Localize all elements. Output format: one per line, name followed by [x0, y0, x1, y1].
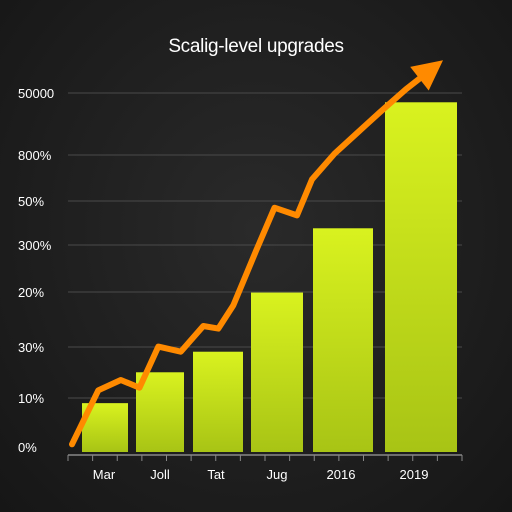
bar-2019 [385, 102, 457, 453]
line-layer [69, 60, 443, 448]
y-tick-label: 20% [18, 285, 44, 300]
y-tick-label: 800% [18, 148, 52, 163]
y-tick-label: 30% [18, 340, 44, 355]
bar-layer [82, 102, 457, 453]
y-tick-label: 0% [18, 440, 37, 455]
x-tick-label: Joll [150, 467, 170, 482]
bar-tat [193, 351, 243, 452]
y-tick-layer: 0% 10% 30% 20% 300% 50% 800% 50000 [18, 86, 54, 455]
trend-arrowhead [410, 60, 443, 91]
bar-2016 [313, 228, 373, 452]
bar-jug [251, 292, 303, 452]
chart-title: Scalig-level upgrades [168, 36, 343, 57]
x-axis-layer [67, 454, 463, 461]
x-tick-label: 2016 [327, 467, 356, 482]
grid-layer [68, 92, 462, 399]
x-tick-label: Tat [207, 467, 225, 482]
x-tick-label: 2019 [400, 467, 429, 482]
x-tick-label: Mar [93, 467, 116, 482]
bar-joll [136, 372, 184, 452]
x-tick-label: Jug [267, 467, 288, 482]
y-tick-label: 50000 [18, 86, 54, 101]
trend-line [69, 65, 435, 448]
x-tick-layer: Mar Joll Tat Jug 2016 2019 [93, 467, 429, 482]
y-tick-label: 10% [18, 391, 44, 406]
y-tick-label: 300% [18, 238, 52, 253]
y-tick-label: 50% [18, 194, 44, 209]
